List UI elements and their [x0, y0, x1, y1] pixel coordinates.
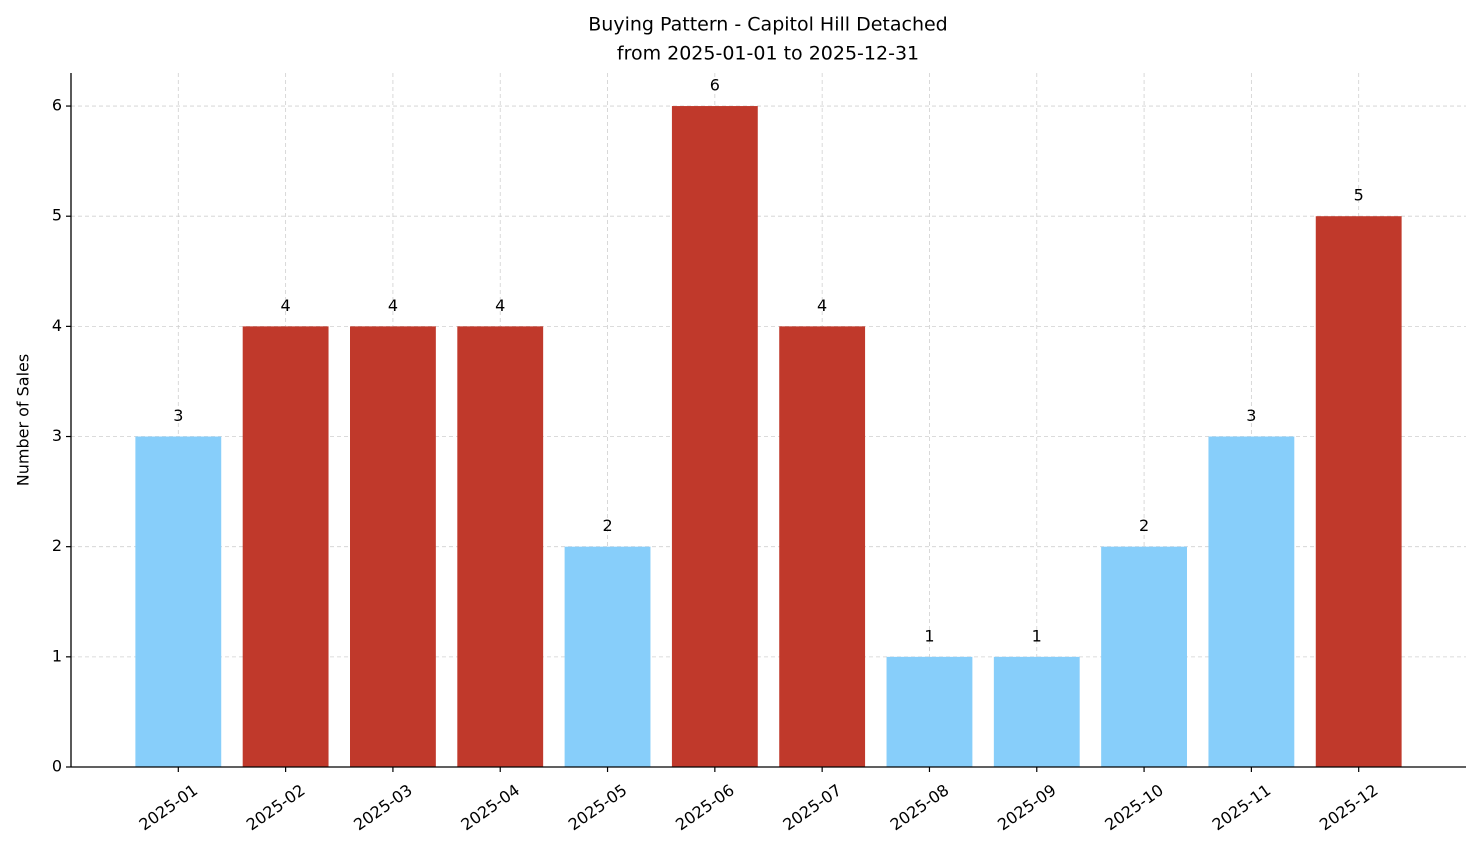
value-label: 4 [495, 296, 505, 315]
x-tick-label: 2025-03 [350, 780, 416, 834]
chart-title: Buying Pattern - Capitol Hill Detached [588, 14, 948, 36]
y-tick-label: 6 [52, 96, 62, 115]
chart-subtitle: from 2025-01-01 to 2025-12-31 [617, 43, 919, 65]
y-tick-label: 3 [52, 426, 62, 445]
value-label: 3 [1246, 406, 1256, 425]
value-label: 1 [1032, 626, 1042, 645]
bar [564, 546, 651, 767]
bar [779, 326, 866, 767]
bar [135, 436, 222, 767]
x-tick-label: 2025-09 [994, 780, 1060, 834]
bar [671, 106, 758, 768]
value-label: 2 [1139, 516, 1149, 535]
bar [993, 656, 1080, 767]
x-tick-label: 2025-10 [1101, 780, 1167, 834]
y-tick-label: 5 [52, 206, 62, 225]
x-tick-label: 2025-11 [1209, 780, 1275, 834]
y-axis-label: Number of Sales [14, 354, 33, 486]
x-tick-label: 2025-05 [565, 780, 631, 834]
x-tick-label: 2025-12 [1316, 780, 1382, 834]
x-tick-label: 2025-06 [672, 780, 738, 834]
value-label: 4 [817, 296, 827, 315]
bar [350, 326, 436, 767]
bar [886, 656, 973, 767]
bar [1101, 546, 1187, 767]
value-label: 3 [173, 406, 183, 425]
x-tick-label: 2025-01 [136, 780, 202, 834]
bar [242, 326, 329, 767]
value-label: 4 [281, 296, 291, 315]
x-tick-label: 2025-02 [243, 780, 309, 834]
value-label: 1 [924, 626, 934, 645]
bar [1208, 436, 1295, 767]
y-tick-label: 0 [52, 757, 62, 776]
bar [1315, 216, 1402, 767]
y-tick-label: 1 [52, 646, 62, 665]
value-label: 5 [1354, 186, 1364, 205]
value-label: 6 [710, 76, 720, 95]
value-label: 2 [602, 516, 612, 535]
value-label: 4 [388, 296, 398, 315]
x-tick-label: 2025-07 [779, 780, 845, 834]
y-tick-label: 2 [52, 536, 62, 555]
x-tick-label: 2025-08 [887, 780, 953, 834]
x-tick-label: 2025-04 [457, 780, 523, 834]
y-tick-label: 4 [52, 316, 62, 335]
bar [457, 326, 544, 767]
